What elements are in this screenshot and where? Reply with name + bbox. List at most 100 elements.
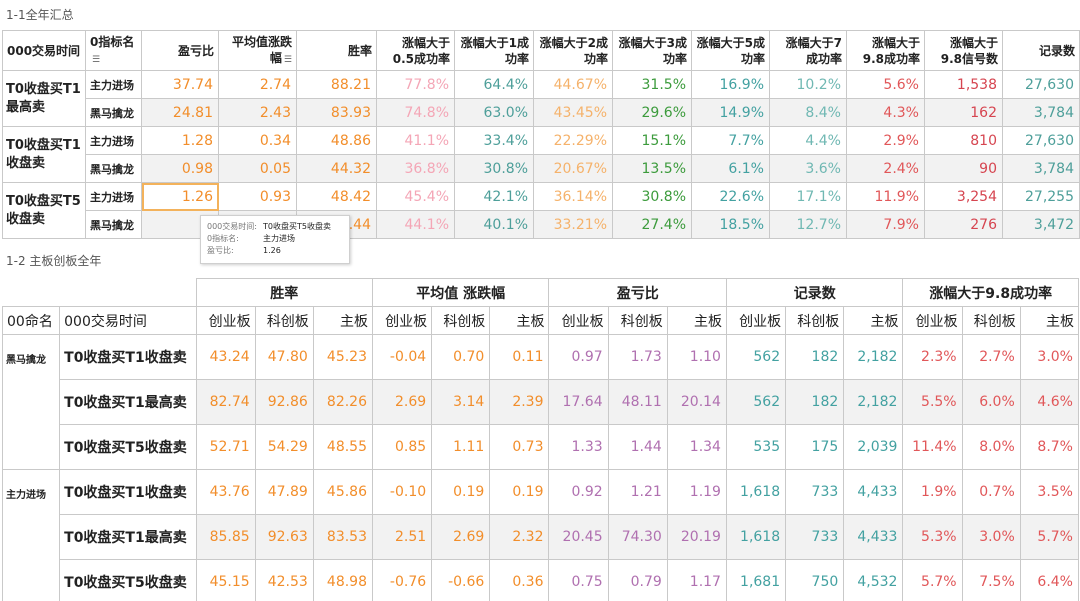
cell-pnl[interactable]: 0.98 <box>141 154 219 183</box>
value-cell[interactable]: 182 <box>785 334 845 380</box>
value-cell[interactable]: 82.74 <box>195 379 256 425</box>
value-cell[interactable]: 47.89 <box>254 469 314 515</box>
header-group-count[interactable]: 记录数 <box>725 278 904 307</box>
cell-count[interactable]: 27,630 <box>1002 126 1080 155</box>
header-count[interactable]: 记录数 <box>1002 30 1080 71</box>
cell-r1[interactable]: 40.1% <box>454 210 534 239</box>
value-cell[interactable]: 8.7% <box>1019 424 1080 470</box>
cell-r5[interactable]: 14.9% <box>691 98 770 127</box>
cell-r1[interactable]: 64.4% <box>454 70 534 99</box>
header-star[interactable]: 科创板 <box>431 306 491 335</box>
value-cell[interactable]: 45.23 <box>312 334 374 380</box>
filter-icon[interactable]: ☰ <box>283 54 292 65</box>
value-cell[interactable]: 0.36 <box>489 559 550 601</box>
value-cell[interactable]: 7.5% <box>961 559 1021 601</box>
cell-r1[interactable]: 63.0% <box>454 98 534 127</box>
value-cell[interactable]: 20.14 <box>666 379 727 425</box>
header-star[interactable]: 科创板 <box>785 306 845 335</box>
value-cell[interactable]: 11.4% <box>902 424 963 470</box>
cell-r05[interactable]: 45.4% <box>376 182 455 211</box>
value-cell[interactable]: 5.5% <box>902 379 963 425</box>
cell-avg[interactable]: 2.43 <box>218 98 297 127</box>
cell-pnl-selected[interactable]: 1.26 <box>141 182 219 211</box>
value-cell[interactable]: 0.11 <box>489 334 550 380</box>
header-r98[interactable]: 涨幅大于9.8成功率 <box>846 30 925 71</box>
header-name[interactable]: 00命名 <box>1 306 61 335</box>
header-r2[interactable]: 涨幅大于2成功率 <box>533 30 613 71</box>
cell-pnl[interactable]: 24.81 <box>141 98 219 127</box>
value-cell[interactable]: 0.75 <box>548 559 609 601</box>
cell-r3[interactable]: 29.6% <box>612 98 692 127</box>
value-cell[interactable]: 1.10 <box>666 334 727 380</box>
header-win[interactable]: 胜率 <box>296 30 377 71</box>
value-cell[interactable]: 1,618 <box>725 469 787 515</box>
value-cell[interactable]: 182 <box>785 379 845 425</box>
header-star[interactable]: 科创板 <box>607 306 668 335</box>
header-group-pnl[interactable]: 盈亏比 <box>548 278 727 307</box>
value-cell[interactable]: 2,039 <box>843 424 904 470</box>
cell-r7[interactable]: 4.4% <box>769 126 847 155</box>
header-group-avg[interactable]: 平均值 涨跌幅 <box>371 278 550 307</box>
cell-avg[interactable]: 2.74 <box>218 70 297 99</box>
value-cell[interactable]: 1,618 <box>725 514 787 560</box>
cell-r2[interactable]: 44.67% <box>533 70 613 99</box>
cell-r98[interactable]: 2.4% <box>846 154 925 183</box>
value-cell[interactable]: 54.29 <box>254 424 314 470</box>
cell-r1[interactable]: 42.1% <box>454 182 534 211</box>
value-cell[interactable]: 733 <box>785 469 845 515</box>
cell-r2[interactable]: 20.67% <box>533 154 613 183</box>
header-r7[interactable]: 涨幅大于7成功率 <box>769 30 847 71</box>
value-cell[interactable]: 48.11 <box>607 379 668 425</box>
value-cell[interactable]: 2.3% <box>902 334 963 380</box>
cell-r7[interactable]: 17.1% <box>769 182 847 211</box>
cell-r98[interactable]: 5.6% <box>846 70 925 99</box>
value-cell[interactable]: 750 <box>785 559 845 601</box>
cell-r7[interactable]: 10.2% <box>769 70 847 99</box>
value-cell[interactable]: 0.79 <box>607 559 668 601</box>
header-main[interactable]: 主板 <box>1019 306 1080 335</box>
cell-r98-signals[interactable]: 90 <box>924 154 1003 183</box>
header-chinext[interactable]: 创业板 <box>548 306 609 335</box>
value-cell[interactable]: 0.85 <box>371 424 433 470</box>
value-cell[interactable]: 1,681 <box>725 559 787 601</box>
value-cell[interactable]: 1.19 <box>666 469 727 515</box>
value-cell[interactable]: 2.69 <box>371 379 433 425</box>
value-cell[interactable]: 1.9% <box>902 469 963 515</box>
cell-r05[interactable]: 44.1% <box>376 210 455 239</box>
value-cell[interactable]: 3.5% <box>1019 469 1080 515</box>
value-cell[interactable]: -0.76 <box>371 559 433 601</box>
cell-win[interactable]: 48.86 <box>296 126 377 155</box>
value-cell[interactable]: 535 <box>725 424 787 470</box>
value-cell[interactable]: 5.7% <box>1019 514 1080 560</box>
header-pnl[interactable]: 盈亏比 <box>141 30 219 71</box>
value-cell[interactable]: 2,182 <box>843 379 904 425</box>
cell-r98-signals[interactable]: 810 <box>924 126 1003 155</box>
value-cell[interactable]: 48.55 <box>312 424 374 470</box>
value-cell[interactable]: 74.30 <box>607 514 668 560</box>
cell-avg[interactable]: 0.34 <box>218 126 297 155</box>
cell-r98[interactable]: 7.9% <box>846 210 925 239</box>
header-r05[interactable]: 涨幅大于0.5成功率 <box>376 30 455 71</box>
value-cell[interactable]: 0.73 <box>489 424 550 470</box>
cell-r2[interactable]: 33.21% <box>533 210 613 239</box>
value-cell[interactable]: 2.69 <box>431 514 491 560</box>
value-cell[interactable]: 4,433 <box>843 514 904 560</box>
value-cell[interactable]: 92.63 <box>254 514 314 560</box>
cell-r05[interactable]: 77.8% <box>376 70 455 99</box>
value-cell[interactable]: 20.45 <box>548 514 609 560</box>
header-chinext[interactable]: 创业板 <box>371 306 433 335</box>
cell-r05[interactable]: 74.8% <box>376 98 455 127</box>
value-cell[interactable]: 562 <box>725 334 787 380</box>
cell-r3[interactable]: 30.8% <box>612 182 692 211</box>
header-trade-time[interactable]: 000交易时间 <box>2 30 86 71</box>
cell-r98[interactable]: 4.3% <box>846 98 925 127</box>
value-cell[interactable]: 1.17 <box>666 559 727 601</box>
header-chinext[interactable]: 创业板 <box>902 306 963 335</box>
header-star[interactable]: 科创板 <box>254 306 314 335</box>
header-main[interactable]: 主板 <box>489 306 550 335</box>
cell-pnl[interactable]: 1.28 <box>141 126 219 155</box>
cell-r3[interactable]: 15.1% <box>612 126 692 155</box>
cell-r7[interactable]: 8.4% <box>769 98 847 127</box>
cell-r3[interactable]: 31.5% <box>612 70 692 99</box>
value-cell[interactable]: 6.4% <box>1019 559 1080 601</box>
